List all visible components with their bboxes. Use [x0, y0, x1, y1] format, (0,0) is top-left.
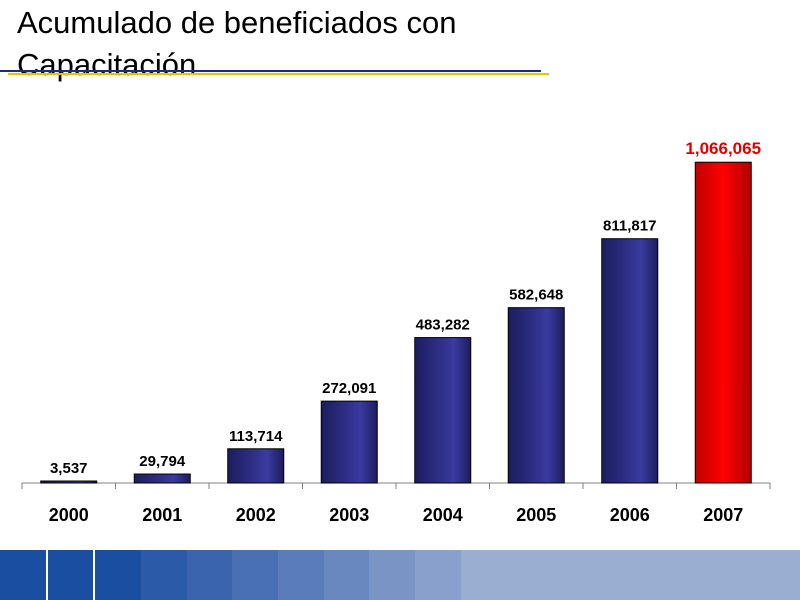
footer-block	[45, 550, 94, 600]
bar-chart: 3,537 2000 29,794 2001 113,714 2002 272,091 200…	[21, 139, 771, 525]
footer-block	[460, 550, 800, 600]
title-underline-blue	[0, 70, 541, 72]
title-underline-gold	[8, 73, 549, 75]
value-label-2002: 113,714	[229, 428, 283, 445]
value-label-2001: 29,794	[139, 453, 186, 470]
value-label-2006: 811,817	[603, 218, 656, 235]
bar-2003	[320, 400, 378, 484]
value-label-2003: 272,091	[322, 380, 376, 397]
bar-2005	[507, 307, 565, 484]
bar-2000	[40, 480, 98, 484]
x-tick-label-2006: 2006	[610, 505, 650, 525]
value-label-2000: 3,537	[50, 460, 88, 477]
x-tick-label-2001: 2001	[142, 505, 182, 525]
footer-block	[323, 550, 370, 600]
footer-block	[0, 550, 46, 600]
x-tick-label-2007: 2007	[703, 505, 743, 525]
bar-2007	[694, 161, 752, 484]
footer-block	[140, 550, 187, 600]
slide-title: Acumulado de beneficiados con Capacitaci…	[17, 5, 457, 82]
footer-block	[414, 550, 461, 600]
footer-color-band	[0, 550, 800, 600]
x-tick-label-2002: 2002	[236, 505, 276, 525]
bar-2004	[414, 337, 472, 484]
value-label-2004: 483,282	[416, 317, 470, 334]
x-tick-label-2003: 2003	[329, 505, 369, 525]
footer-block	[186, 550, 233, 600]
value-label-2007: 1,066,065	[685, 139, 761, 158]
footer-block	[232, 550, 278, 600]
footer-block	[93, 550, 141, 600]
x-tick-label-2000: 2000	[49, 505, 89, 525]
bar-2002	[227, 448, 285, 484]
footer-block	[369, 550, 415, 600]
bar-2006	[601, 238, 659, 484]
bar-2001	[133, 473, 191, 484]
value-label-2005: 582,648	[509, 287, 563, 304]
x-tick-label-2004: 2004	[423, 505, 463, 525]
x-tick-label-2005: 2005	[516, 505, 556, 525]
footer-block	[277, 550, 324, 600]
